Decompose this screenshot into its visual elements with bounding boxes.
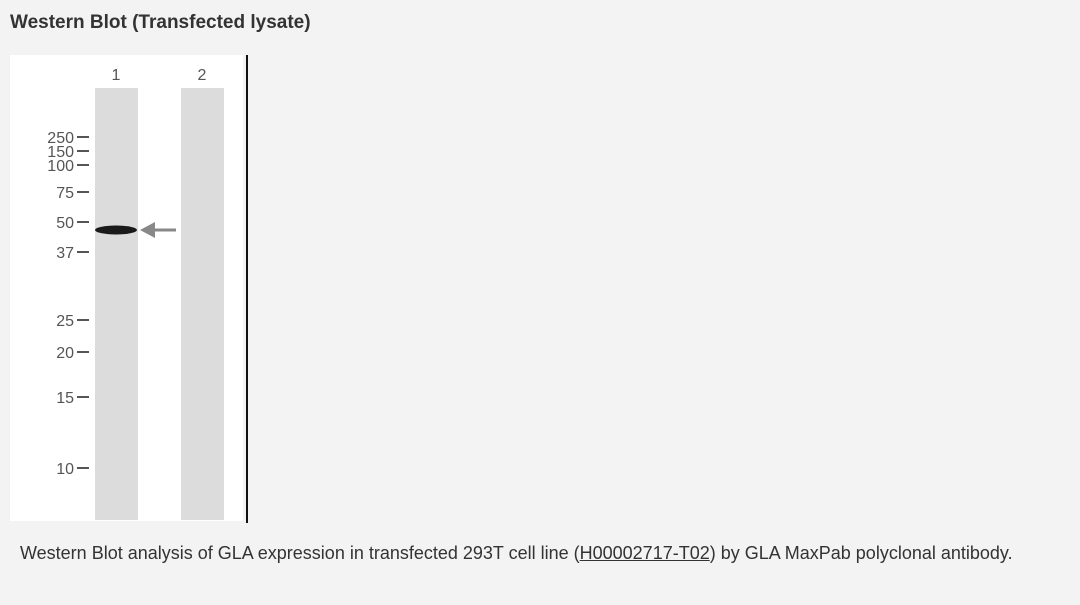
marker-label: 10 [56, 461, 74, 478]
marker-label: 75 [56, 185, 74, 202]
band [95, 226, 137, 235]
caption-text: Western Blot analysis of GLA expression … [20, 543, 580, 563]
marker-label: 50 [56, 215, 74, 232]
marker-label: 20 [56, 345, 74, 362]
caption-text: ) by GLA MaxPab polyclonal antibody. [710, 543, 1013, 563]
lane-label: 2 [198, 67, 207, 84]
page: {"header": {"title": "Western Blot (Tran… [0, 0, 1080, 605]
lane [181, 88, 224, 520]
marker-label: 15 [56, 390, 74, 407]
lane-label: 1 [112, 67, 121, 84]
lane [95, 88, 138, 520]
marker-label: 100 [47, 158, 74, 175]
caption: Western Blot analysis of GLA expression … [20, 538, 1070, 569]
product-link[interactable]: H00002717-T02 [580, 543, 710, 563]
marker-label: 25 [56, 313, 74, 330]
marker-label: 37 [56, 245, 74, 262]
